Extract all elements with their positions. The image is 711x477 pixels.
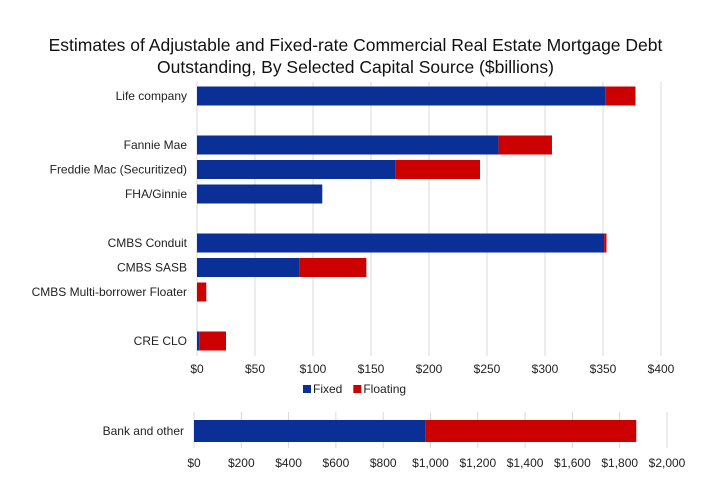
- top-x-tick-label: $400: [648, 362, 675, 376]
- bottom-x-tick-label: $0: [187, 456, 201, 470]
- top-x-tick-label: $0: [190, 362, 204, 376]
- top-category-label: Freddie Mac (Securitized): [50, 163, 187, 177]
- top-category-label: CMBS Multi-borrower Floater: [32, 285, 187, 299]
- top-bar-floating-cre-clo: [199, 331, 226, 351]
- bottom-x-tick-label: $1,200: [459, 456, 496, 470]
- top-x-tick-label: $100: [300, 362, 327, 376]
- bottom-x-tick-label: $800: [370, 456, 397, 470]
- top-x-tick-label: $200: [416, 362, 443, 376]
- top-category-label: CRE CLO: [134, 334, 187, 348]
- bottom-x-tick-label: $1,000: [412, 456, 449, 470]
- top-bar-fixed-life-company: [197, 86, 606, 106]
- top-category-label: FHA/Ginnie: [125, 187, 187, 201]
- top-bar-floating-fannie-mae: [498, 135, 552, 155]
- top-category-label: CMBS Conduit: [108, 236, 188, 250]
- legend-label-floating: Floating: [363, 382, 406, 396]
- top-bar-floating-freddie-mac-securitized: [395, 160, 481, 179]
- bottom-x-tick-label: $200: [228, 456, 255, 470]
- bottom-bar-fixed-bank-and-other: [194, 420, 426, 442]
- top-bar-fixed-fha-ginnie: [197, 184, 323, 204]
- bottom-x-tick-label: $2,000: [649, 456, 686, 470]
- chart-title-line-1: Estimates of Adjustable and Fixed-rate C…: [48, 35, 663, 55]
- top-category-label: CMBS SASB: [117, 261, 187, 275]
- top-bar-floating-life-company: [605, 86, 636, 106]
- bottom-x-tick-label: $400: [275, 456, 302, 470]
- top-x-tick-label: $300: [532, 362, 559, 376]
- top-x-tick-label: $350: [590, 362, 617, 376]
- chart-title: Estimates of Adjustable and Fixed-rate C…: [0, 34, 711, 78]
- bottom-category-label: Bank and other: [103, 424, 184, 438]
- top-bar-floating-cmbs-conduit: [604, 233, 607, 253]
- legend-label-fixed: Fixed: [313, 382, 342, 396]
- bottom-bar-floating-bank-and-other: [425, 420, 637, 442]
- legend: Fixed Floating: [303, 382, 406, 396]
- top-bar-fixed-freddie-mac-securitized: [197, 160, 396, 179]
- bottom-x-tick-label: $1,400: [507, 456, 544, 470]
- top-category-label: Life company: [116, 89, 187, 103]
- top-bar-fixed-fannie-mae: [197, 135, 499, 155]
- top-bar-floating-cmbs-multi-borrower-floater: [197, 282, 207, 302]
- top-x-tick-label: $150: [358, 362, 385, 376]
- top-category-label: Fannie Mae: [124, 138, 188, 152]
- bottom-x-tick-label: $1,800: [601, 456, 638, 470]
- top-chart: $0 $50 $100 $150 $200 $250 $300 $350 $400 Life co…: [32, 82, 675, 376]
- chart-title-line-2: Outstanding, By Selected Capital Source …: [157, 57, 554, 77]
- top-x-tick-label: $250: [474, 362, 501, 376]
- top-bar-floating-cmbs-sasb: [299, 258, 367, 277]
- top-bar-fixed-cre-clo: [197, 331, 200, 351]
- legend-swatch-fixed: [303, 385, 311, 393]
- legend-swatch-floating: [353, 385, 362, 393]
- bottom-x-tick-label: $600: [323, 456, 350, 470]
- bottom-chart: $0 $200 $400 $600 $800 $1,000 $1,200 $1,400 $1,6…: [103, 412, 686, 470]
- top-x-tick-label: $50: [245, 362, 265, 376]
- top-bar-fixed-cmbs-conduit: [197, 233, 605, 253]
- top-bar-fixed-cmbs-sasb: [197, 258, 300, 277]
- bottom-x-tick-label: $1,600: [554, 456, 591, 470]
